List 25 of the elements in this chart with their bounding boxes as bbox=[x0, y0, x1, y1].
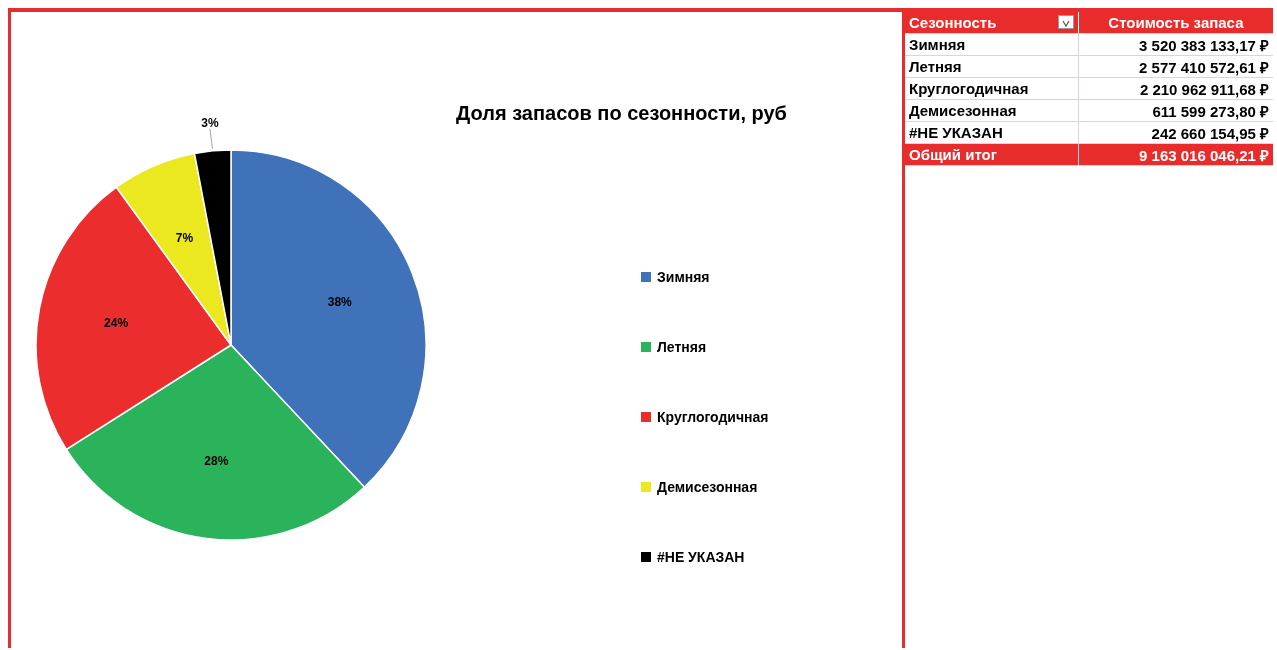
data-label: 7% bbox=[175, 230, 194, 245]
legend-label: Круглогодичная bbox=[657, 409, 769, 425]
text: 242 660 154,95 ₽ bbox=[1151, 124, 1269, 142]
category-label: #НЕ УКАЗАН bbox=[905, 121, 1079, 144]
data-label: 24% bbox=[104, 316, 129, 331]
data-label: 3% bbox=[201, 115, 220, 130]
category-label: Круглогодичная bbox=[905, 77, 1079, 100]
text: Стоимость запаса bbox=[1078, 12, 1273, 34]
text: 9 163 016 046,21 ₽ bbox=[1139, 146, 1269, 164]
text: 611 599 273,80 ₽ bbox=[1152, 102, 1269, 120]
text: 2 577 410 572,61 ₽ bbox=[1139, 58, 1269, 76]
text: 3 520 383 133,17 ₽ bbox=[1139, 36, 1269, 54]
legend-label: Демисезонная bbox=[657, 479, 758, 495]
chart-title: Доля запасов по сезонности, руб bbox=[456, 102, 787, 125]
text: 2 210 962 911,68 ₽ bbox=[1139, 80, 1269, 98]
legend-label: Зимняя bbox=[657, 269, 710, 285]
data-label: 38% bbox=[327, 294, 353, 309]
category-label: Зимняя bbox=[905, 33, 1079, 56]
category-label: Летняя bbox=[905, 55, 1079, 78]
legend-label: Летняя bbox=[657, 339, 707, 355]
category-label: Демисезонная bbox=[905, 99, 1079, 122]
data-label: 28% bbox=[204, 454, 229, 469]
category-label: Общий итог bbox=[905, 143, 1079, 166]
legend-label: #НЕ УКАЗАН bbox=[657, 549, 745, 565]
text: Сезонность bbox=[905, 12, 1079, 34]
